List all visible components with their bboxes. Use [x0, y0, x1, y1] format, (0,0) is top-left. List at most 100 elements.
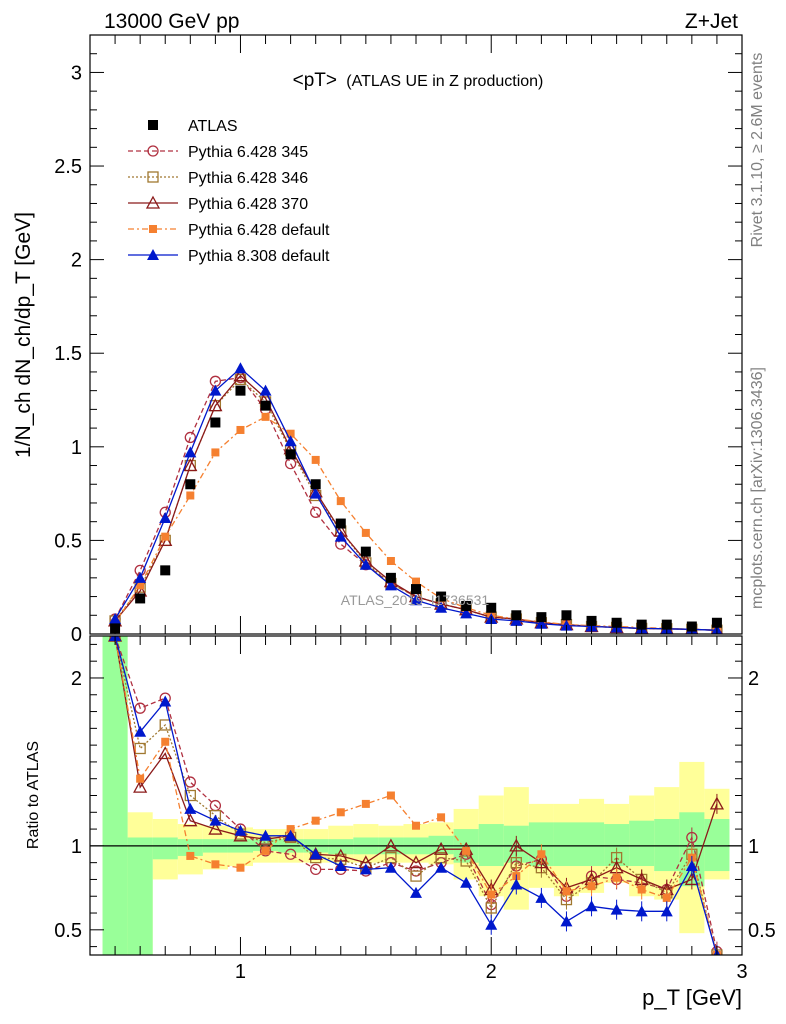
series-3-point-6 [261, 412, 270, 421]
ratio-3-point-4 [211, 860, 220, 869]
ratio-0-point-8 [310, 863, 322, 876]
ratio-4-point-7 [284, 829, 297, 841]
series-4-point-1 [134, 571, 147, 583]
ratio-3-point-8 [311, 816, 320, 825]
series-3-point-10 [361, 528, 370, 537]
plot-title: <pT> [293, 70, 337, 91]
band-stat-15 [478, 824, 504, 867]
data-point-12 [411, 584, 421, 595]
ratio-4-point-5 [234, 824, 247, 836]
ratio-3-point-17 [537, 850, 546, 859]
series-3-point-2 [161, 532, 170, 541]
ratio-0-point-3 [184, 776, 196, 788]
band-stat-1 [127, 837, 153, 955]
data-point-17 [536, 612, 547, 623]
ratio-3-point-5 [236, 863, 245, 872]
series-4-point-8 [309, 487, 322, 499]
ratio-4-point-19 [585, 900, 598, 912]
y-axis-label: 1/N_ch dN_ch/dp_T [GeV] [12, 212, 35, 458]
series-3-point-9 [336, 497, 345, 506]
ratio-2-point-17 [534, 855, 549, 869]
ratio-0-point-7 [284, 848, 297, 860]
legend-label-5: Pythia 8.308 default [188, 248, 330, 265]
ratio-3-point-20 [612, 873, 621, 882]
legend-marker-2 [147, 171, 159, 183]
ratio-2-point-12 [408, 855, 424, 869]
data-point-3 [185, 479, 196, 490]
series-4-point-5 [234, 362, 247, 374]
data-point-21 [636, 619, 647, 630]
series-4-point-0 [109, 613, 122, 625]
legend-label-3: Pythia 6.428 370 [188, 196, 308, 213]
data-point-2 [160, 565, 171, 576]
x-tick-label: 1 [235, 961, 246, 983]
ratio-y-tick-label: 1 [71, 836, 82, 858]
series-3-point-1 [136, 581, 145, 590]
ratio-3-point-12 [412, 821, 420, 830]
ratio-4-point-1 [134, 725, 147, 737]
series-4-point-7 [284, 435, 297, 447]
series-4-point-10 [359, 558, 372, 570]
ratio-4-point-13 [435, 861, 448, 873]
ratio-4-point-11 [384, 861, 397, 873]
x-tick-label: 2 [486, 961, 497, 983]
series-4-point-16 [510, 614, 523, 626]
data-point-18 [561, 610, 572, 621]
legend-marker-3 [145, 195, 161, 209]
legend-label-0: ATLAS [188, 118, 238, 135]
series-4-point-14 [460, 607, 473, 619]
data-point-1 [135, 593, 146, 604]
data-point-22 [661, 619, 672, 630]
band-stat-6 [253, 839, 279, 851]
ratio-4-point-6 [259, 829, 272, 841]
watermark: ATLAS_2019_I1736531 [341, 592, 490, 608]
series-3-point-11 [386, 556, 395, 565]
data-point-10 [360, 546, 371, 557]
main-y-tick-label: 0.5 [54, 530, 82, 552]
ratio-4-point-17 [535, 891, 548, 903]
ratio-4-point-14 [460, 876, 473, 888]
series-0-point-8 [310, 506, 322, 518]
ratio-3-point-21 [637, 885, 646, 894]
ratio-4-point-20 [610, 903, 623, 915]
ratio-3-point-15 [487, 890, 496, 899]
ratio-3-point-2 [161, 737, 170, 746]
ratio-y-tick-label: 2 [71, 668, 82, 690]
ratio-2-point-11 [383, 838, 399, 852]
data-point-16 [511, 610, 522, 621]
series-4-point-3 [184, 446, 197, 458]
ratio-3-point-11 [386, 791, 395, 800]
data-point-13 [436, 591, 447, 602]
data-point-8 [310, 479, 321, 490]
data-point-7 [285, 449, 296, 460]
series-4-point-12 [410, 594, 422, 606]
ratio-1-point-12 [410, 870, 422, 882]
series-2-point-5 [233, 368, 248, 382]
main-y-tick-label: 2 [71, 250, 82, 272]
series-4-point-4 [209, 384, 222, 396]
band-stat-21 [629, 820, 655, 867]
data-point-4 [210, 417, 221, 428]
ratio-4-point-9 [334, 860, 347, 872]
header-right: Z+Jet [685, 10, 738, 33]
ratio-2-point-16 [509, 838, 524, 852]
series-2-point-4 [208, 398, 223, 412]
band-stat-24 [704, 819, 730, 872]
data-point-24 [711, 617, 722, 628]
ratio-2-point-24 [709, 796, 725, 810]
ratio-4-point-12 [410, 886, 422, 898]
header-left: 13000 GeV pp [104, 10, 239, 33]
main-y-tick-label: 2.5 [54, 156, 82, 178]
ratio-3-point-22 [662, 893, 671, 902]
main-y-tick-label: 3 [71, 62, 82, 84]
band-stat-2 [152, 837, 178, 860]
ratio-4-point-3 [184, 802, 197, 814]
legend-marker-5 [147, 249, 159, 260]
ratio-4-point-22 [660, 905, 673, 917]
ratio-0-point-1 [134, 702, 146, 714]
series-3-point-7 [286, 429, 295, 438]
ratio-y-tick-label: 0.5 [54, 920, 82, 942]
ratio-1-point-3 [184, 789, 196, 802]
ratio-3-point-3 [186, 851, 195, 860]
data-point-5 [235, 385, 246, 396]
